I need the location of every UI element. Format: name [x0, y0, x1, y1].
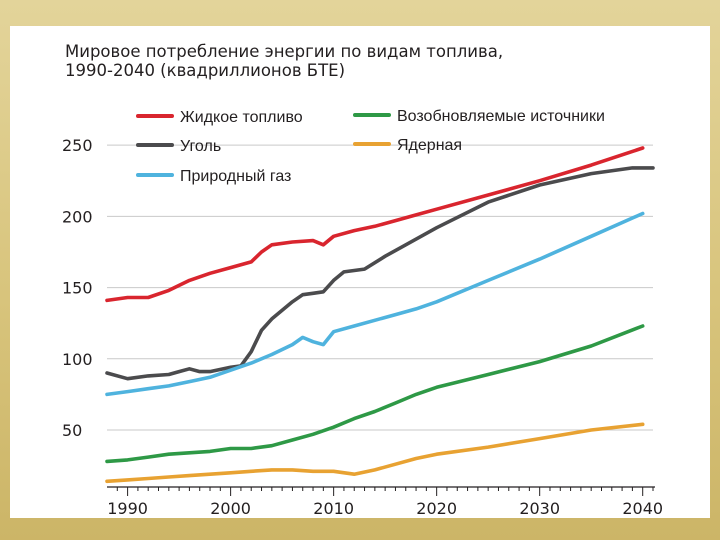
x-tick-label: 2010	[313, 499, 354, 518]
legend-label: Жидкое топливо	[180, 109, 303, 126]
y-tick-label: 50	[62, 421, 82, 440]
y-tick-label: 100	[62, 350, 93, 369]
x-axis: 1990 2000 2010 2020 2030 2040	[107, 486, 663, 518]
x-tick-label: 1990	[107, 499, 148, 518]
series-line-0	[105, 146, 645, 303]
y-axis: 50 100 150 200 250	[62, 136, 93, 440]
legend-label: Природный газ	[180, 168, 291, 185]
y-tick-label: 250	[62, 136, 93, 155]
series-lines	[105, 146, 655, 484]
chart-title-line-2: 1990-2040 (квадриллионов БТЕ)	[65, 61, 346, 80]
legend: Жидкое топливо Уголь Природный газ Возобнов…	[136, 108, 605, 185]
y-tick-label: 200	[62, 207, 93, 226]
x-tick-label: 2030	[519, 499, 560, 518]
legend-label: Возобновляемые источники	[397, 108, 605, 125]
series-line-4	[105, 422, 645, 484]
y-tick-label: 150	[62, 279, 93, 298]
legend-label: Ядерная	[397, 137, 462, 154]
slide: Мировое потребление энергии по видам топ…	[10, 26, 710, 518]
series-line-3	[105, 324, 645, 464]
chart-title: Мировое потребление энергии по видам топ…	[65, 42, 625, 80]
x-tick-label: 2000	[210, 499, 251, 518]
chart-title-line-1: Мировое потребление энергии по видам топ…	[65, 42, 504, 61]
x-tick-label: 2040	[622, 499, 663, 518]
legend-label: Уголь	[180, 138, 221, 155]
series-line-2	[105, 211, 645, 397]
series-line-1	[105, 166, 655, 381]
x-tick-label: 2020	[416, 499, 457, 518]
gridlines	[107, 144, 653, 431]
